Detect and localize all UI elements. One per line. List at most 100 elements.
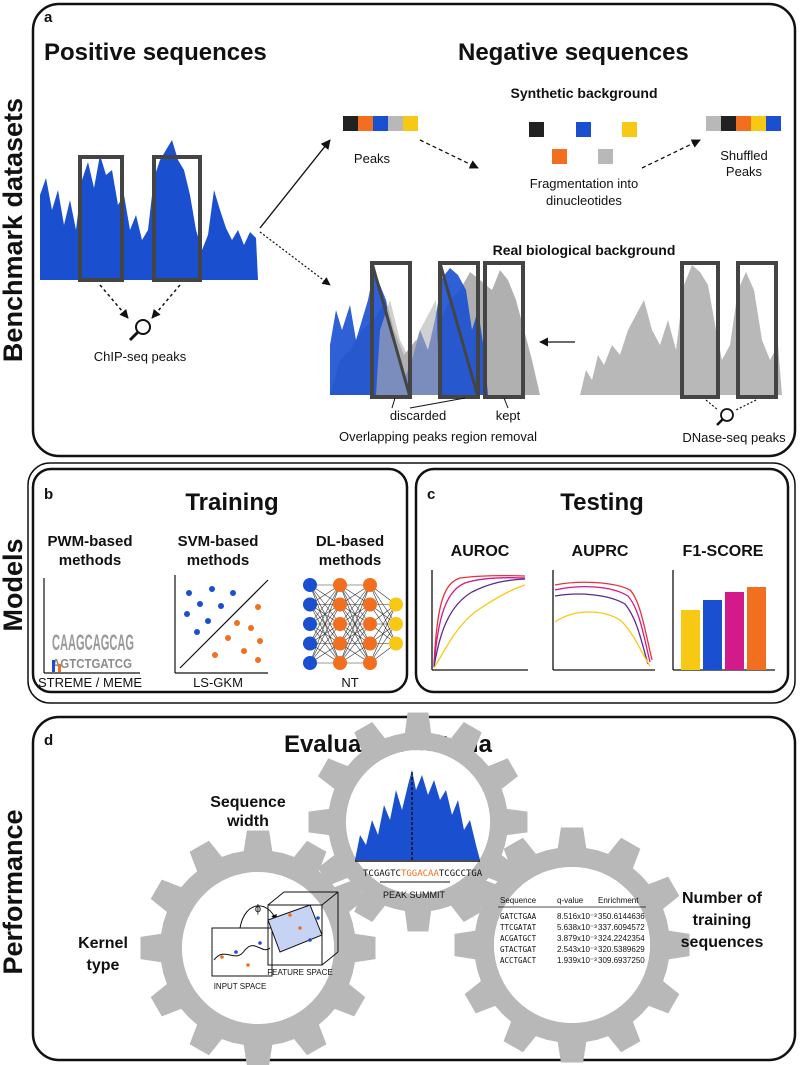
positive-title: Positive sequences: [44, 39, 267, 66]
table-cell: GTACTGAT: [500, 945, 537, 954]
nt-label: NT: [341, 675, 358, 690]
shuffled-label-2: Peaks: [726, 164, 763, 179]
fragmentation-label-2: dinucleotides: [546, 193, 622, 208]
table-header: Sequence: [500, 896, 537, 905]
num-label-3: sequences: [681, 934, 764, 951]
network-node: [363, 578, 377, 592]
dnase-peaks-label: DNase-seq peaks: [682, 430, 786, 445]
svg-text:CAAGCAGCAG: CAAGCAGCAG: [52, 630, 134, 655]
enrichment-table: Sequence q-value Enrichment GATCTGAA 8.516x1…: [498, 896, 646, 965]
f1-bars: [672, 570, 775, 671]
kernel-illustration: [211, 891, 339, 977]
feature-space-label: FEATURE SPACE: [267, 968, 333, 977]
f1-label: F1-SCORE: [683, 543, 764, 560]
network-node: [303, 617, 317, 631]
input-space-label: INPUT SPACE: [214, 982, 267, 991]
panel-c: c Testing AUROC AUPRC F1-SCORE: [414, 467, 790, 694]
seq-width-label-1: Sequence: [210, 794, 286, 811]
network-node: [333, 636, 347, 651]
shuffled-squares: [706, 116, 781, 131]
discarded-label: discarded: [390, 408, 446, 423]
network-node: [333, 597, 347, 612]
network-node: [333, 578, 347, 592]
motif-logo: CAAGCAGCAG AGTCTGATCG: [43, 578, 140, 674]
panel-b: b Training PWM-based methods SVM-based m…: [27, 462, 796, 704]
network-node: [333, 617, 347, 631]
network-node: [303, 597, 317, 612]
fragmentation-label-1: Fragmentation into: [530, 176, 638, 191]
side-label-performance: Performance: [0, 809, 28, 974]
table-cell: 5.638x10⁻³: [557, 923, 597, 932]
table-header: Enrichment: [598, 896, 639, 905]
peaks-squares: [343, 116, 418, 131]
pwm-label-1: PWM-based: [47, 533, 132, 550]
network-node: [363, 656, 377, 670]
auprc-label: AUPRC: [572, 543, 629, 560]
panel-a-letter: a: [44, 9, 53, 26]
peaks-label: Peaks: [354, 151, 391, 166]
chip-signal-positive: [40, 140, 258, 280]
pwm-label-2: methods: [59, 552, 122, 569]
dl-label-1: DL-based: [316, 533, 384, 550]
network-node: [389, 636, 403, 651]
testing-title: Testing: [560, 489, 644, 516]
summit-signal: [355, 770, 480, 862]
neural-network: [309, 584, 397, 664]
num-label-1: Number of: [682, 890, 763, 907]
kept-label: kept: [496, 408, 521, 423]
magnifier-icon: [128, 319, 151, 342]
magnifier-icon-dnase: [716, 408, 734, 426]
sequence-text: TCGAGTCTGGACAATCGCCTGA: [363, 869, 483, 879]
svm-label-2: methods: [187, 552, 250, 569]
synthetic-title: Synthetic background: [510, 85, 657, 101]
table-cell: ACCTGACT: [500, 956, 537, 965]
peak-box-1: [78, 155, 124, 282]
network-node: [389, 617, 403, 631]
svm-scatter: [174, 575, 269, 674]
network-node: [389, 597, 403, 612]
network-node: [303, 656, 317, 670]
peak-box-2: [152, 155, 202, 282]
auprc-plot: [552, 570, 655, 671]
training-title: Training: [185, 489, 278, 516]
f1-bar: [725, 592, 744, 670]
panel-d-letter: d: [44, 732, 53, 749]
num-label-2: training: [693, 912, 752, 929]
network-node: [303, 578, 317, 592]
table-cell: 350.6144636: [598, 912, 645, 921]
overlap-blue-signal: [330, 268, 488, 395]
gear-icon: [454, 827, 690, 1063]
table-cell: 324.2242354: [598, 934, 645, 943]
table-cell: ACGATGCT: [500, 934, 537, 943]
table-cell: 309.6937250: [598, 956, 645, 965]
network-node: [333, 656, 347, 670]
panel-b-letter: b: [44, 486, 53, 503]
side-label-benchmark: Benchmark datasets: [0, 98, 28, 362]
lsgkm-label: LS-GKM: [193, 675, 243, 690]
dl-label-2: methods: [319, 552, 382, 569]
f1-bar: [703, 600, 722, 670]
table-cell: 337.6094572: [598, 923, 645, 932]
table-cell: 8.516x10⁻³: [557, 912, 597, 921]
table-cell: TTCGATAT: [500, 923, 537, 932]
table-cell: 2.543x10⁻³: [557, 945, 597, 954]
svg-text:AGTCTGATCG: AGTCTGATCG: [52, 656, 132, 671]
overlap-gray-over: [376, 300, 440, 395]
panel-d: d Evaluation criteria TCGAGTCTGGACAATCGC…: [31, 712, 797, 1065]
table-cell: 320.5389629: [598, 945, 645, 954]
panel-a: a Positive sequences Negative sequences …: [31, 2, 797, 458]
network-nodes: [303, 578, 403, 670]
table-header: q-value: [557, 896, 584, 905]
shuffled-label-1: Shuffled: [720, 148, 767, 163]
table-cell: 1.939x10⁻³: [557, 956, 597, 965]
seq-width-label-2: width: [226, 813, 269, 830]
dinucleotide-fragments: [529, 122, 637, 164]
f1-bar: [747, 587, 766, 670]
kernel-label-2: type: [87, 957, 120, 974]
kernel-label-1: Kernel: [78, 935, 128, 952]
streme-label: STREME / MEME: [38, 675, 142, 690]
network-node: [363, 636, 377, 651]
negative-title: Negative sequences: [458, 39, 689, 66]
side-label-models: Models: [0, 538, 28, 631]
